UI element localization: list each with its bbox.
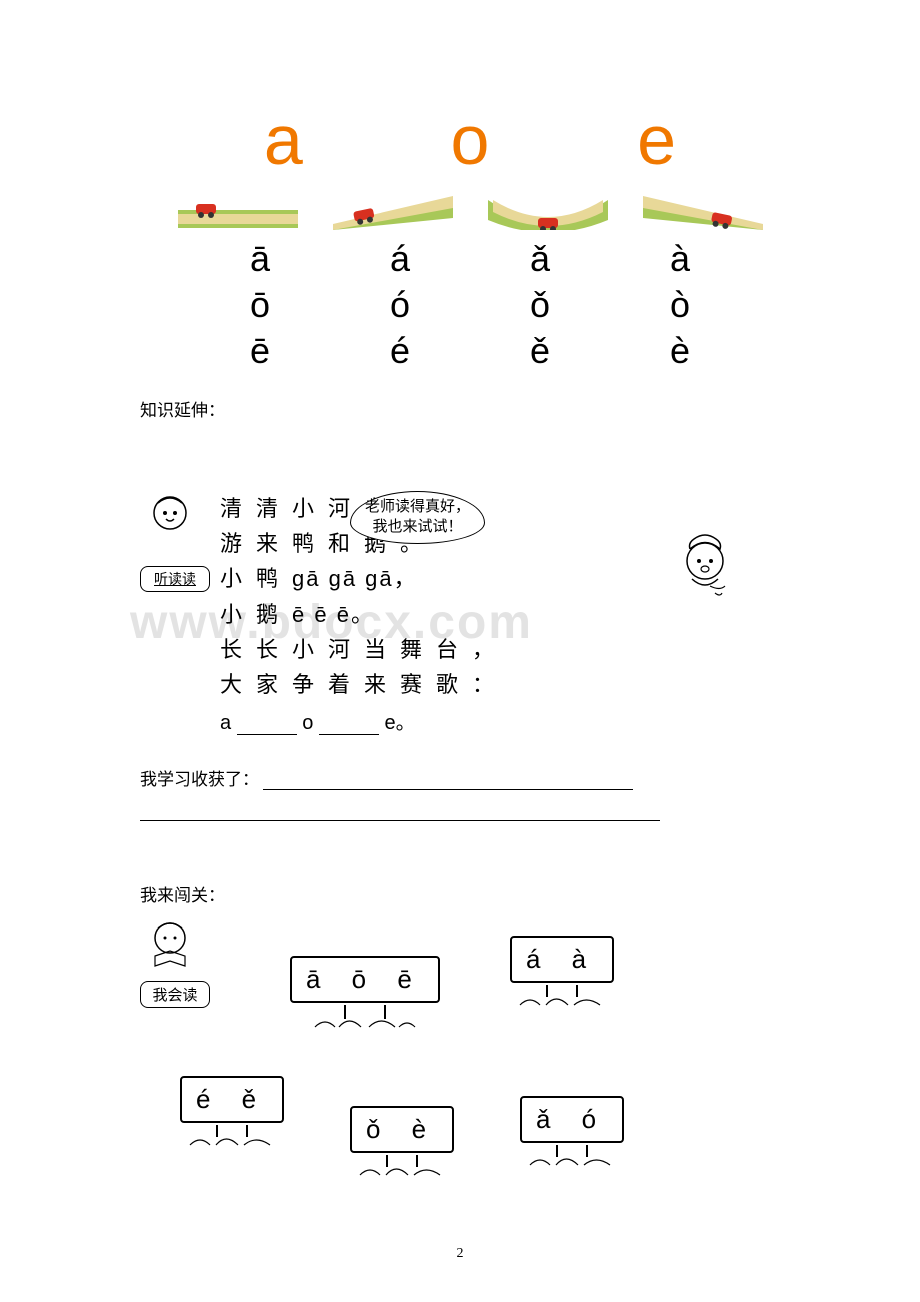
big-letter-a: a [264,100,303,180]
inline-pinyin: gā gā gā [292,566,394,591]
tone-char: ó [390,284,410,326]
big-letter-o: o [451,100,490,180]
page-number: 2 [457,1246,464,1262]
sign-post-icon [512,985,612,1009]
road-flat-icon [178,190,298,230]
big-letter-e: e [637,100,676,180]
tone-char: ò [670,284,690,326]
sign-5: ǎ ó [520,1096,624,1174]
tone-col-2: á ó é [390,238,410,372]
road-rising-icon [333,190,453,230]
aoe-o: o [302,712,313,734]
tone-grid: ā ō ē á ó é ǎ ǒ ě à ò è [160,238,780,372]
child-face-icon [140,491,210,561]
tone-char: ē [250,330,270,372]
sign-board: á à [510,936,614,983]
poem-line: 清清小河上， [220,491,780,526]
tone-char: ě [530,330,550,372]
write-line-2 [140,820,660,821]
poem-line: 大家争着来赛歌： [220,667,780,702]
bubble-line1: 老师读得真好， [365,498,470,518]
tone-col-4: à ò è [670,238,690,372]
aoe-e: e。 [385,712,416,734]
sign-board: ǎ ó [520,1096,624,1143]
poem-text: ， [394,566,430,591]
tone-col-3: ǎ ǒ ě [530,238,550,372]
extend-label: 知识延伸： [140,396,780,421]
read-label: 我会读 [140,981,210,1008]
sign-post-icon [522,1145,622,1169]
sign-post-icon [305,1005,425,1031]
sign-post-icon [182,1125,282,1149]
tone-roads [160,190,780,230]
sign-3: é ě [180,1076,284,1154]
poem-text: 小鸭 [220,566,292,591]
road-falling-icon [643,190,763,230]
sign-post-icon [352,1155,452,1179]
tone-col-1: ā ō ē [250,238,270,372]
tone-char: è [670,330,690,372]
harvest-row: 我学习收获了： [140,765,780,790]
sign-board: é ě [180,1076,284,1123]
sign-board: ǒ è [350,1106,454,1153]
sign-1: ā ō ē [290,956,440,1036]
sign-4: ǒ è [350,1106,454,1184]
read-badge: 我会读 [140,916,210,1008]
tone-char: ǎ [530,238,550,280]
sign-base [510,985,614,1014]
speech-bubble: 老师读得真好， 我也来试试！ [350,491,485,544]
poem-text: 小鹅 [220,602,292,627]
listen-badge: 听读读 [140,491,210,592]
road-dip-icon [488,190,608,230]
inline-pinyin: ē ē ē [292,602,351,627]
poem-line: 长长小河当舞台， [220,632,780,667]
bubble-line2: 我也来试试！ [365,518,470,538]
tone-char: ō [250,284,270,326]
aoe-a: a [220,712,231,734]
sign-base [290,1005,440,1036]
harvest-label: 我学习收获了： [140,770,259,789]
tone-char: é [390,330,410,372]
sign-base [180,1125,284,1154]
big-letters-row: a o e [160,100,780,180]
sign-board: ā ō ē [290,956,440,1003]
listen-label: 听读读 [140,566,210,592]
signs-section: 我会读 ā ō ē á à é ě [140,916,780,1196]
tone-char: ā [250,238,270,280]
connector-line [237,717,297,735]
poem-section: 听读读 老师读得真好， 我也来试试！ 清清小河上， 游来鸭和鹅。 小鸭gā gā… [140,491,780,735]
sign-2: á à [510,936,614,1014]
pinyin-tone-section: a o e [160,100,780,372]
girl-icon [670,531,740,611]
tone-char: á [390,238,410,280]
challenge-label: 我来闯关： [140,881,780,906]
girl-reading-icon [140,916,210,976]
tone-char: à [670,238,690,280]
sign-base [520,1145,624,1174]
poem-text: 。 [351,602,387,627]
write-line [263,772,633,790]
connector-line [319,717,379,735]
aoe-connector: a o e。 [220,706,780,735]
tone-char: ǒ [530,284,550,326]
sign-base [350,1155,454,1184]
